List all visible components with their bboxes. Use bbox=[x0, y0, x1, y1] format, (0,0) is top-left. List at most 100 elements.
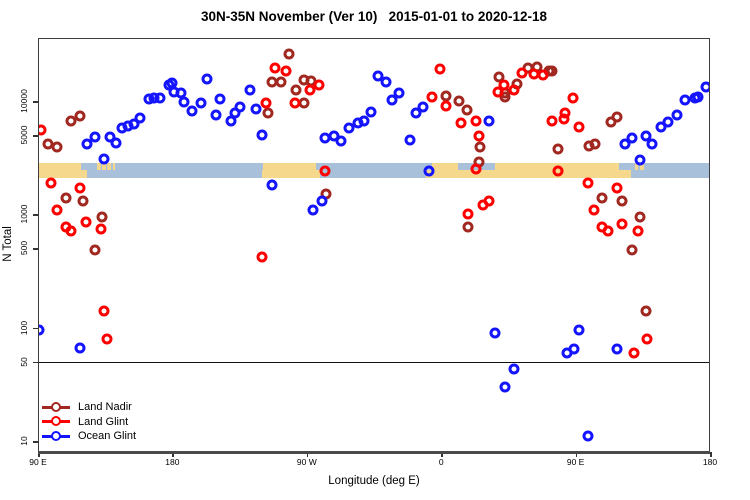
legend-circle bbox=[51, 401, 61, 412]
data-point-land-nadir bbox=[499, 91, 511, 103]
data-point-land-glint bbox=[45, 177, 57, 189]
data-point-ocean-glint bbox=[561, 347, 573, 359]
land-segment bbox=[107, 162, 112, 171]
y-tick-label: 50 bbox=[19, 357, 29, 367]
data-point-land-nadir bbox=[440, 90, 452, 102]
data-point-ocean-glint bbox=[195, 97, 207, 109]
data-point-ocean-glint bbox=[489, 327, 501, 339]
ocean-segment bbox=[618, 162, 635, 171]
y-tick-label: 500 bbox=[19, 241, 29, 256]
land-segment bbox=[426, 170, 631, 178]
x-tick bbox=[710, 452, 712, 457]
data-point-land-glint bbox=[573, 121, 585, 133]
data-point-land-nadir bbox=[552, 143, 564, 155]
data-point-ocean-glint bbox=[319, 132, 331, 144]
x-tick bbox=[306, 452, 309, 457]
data-point-land-glint bbox=[280, 65, 292, 77]
data-point-ocean-glint bbox=[417, 101, 429, 113]
y-tick bbox=[33, 248, 38, 250]
data-point-ocean-glint bbox=[671, 109, 683, 121]
data-point-land-glint bbox=[641, 333, 653, 345]
data-point-land-nadir bbox=[634, 211, 646, 223]
data-point-land-nadir bbox=[60, 192, 72, 204]
data-point-land-glint bbox=[260, 97, 272, 109]
data-point-ocean-glint bbox=[316, 195, 328, 207]
data-point-land-glint bbox=[567, 92, 579, 104]
ocean-segment bbox=[630, 170, 710, 178]
data-point-land-nadir bbox=[74, 110, 86, 122]
data-point-land-nadir bbox=[65, 115, 77, 127]
y-tick bbox=[33, 135, 38, 137]
data-point-land-glint bbox=[434, 63, 446, 75]
land-segment bbox=[432, 162, 458, 171]
data-point-land-glint bbox=[516, 67, 528, 79]
land-segment bbox=[96, 162, 101, 171]
y-tick-label: 10 bbox=[19, 436, 29, 446]
data-point-ocean-glint bbox=[410, 107, 422, 119]
data-point-land-nadir bbox=[462, 221, 474, 233]
data-point-ocean-glint bbox=[210, 109, 222, 121]
legend-circle bbox=[51, 416, 61, 427]
legend-circle bbox=[51, 430, 61, 441]
x-axis-line bbox=[38, 451, 710, 454]
data-point-ocean-glint bbox=[582, 430, 594, 442]
data-point-ocean-glint bbox=[38, 324, 45, 336]
data-point-land-glint bbox=[498, 79, 510, 91]
data-point-ocean-glint bbox=[81, 138, 93, 150]
data-point-land-nadir bbox=[616, 195, 628, 207]
legend-label: Land Nadir bbox=[78, 401, 132, 414]
ocean-segment bbox=[114, 162, 263, 171]
y-tick bbox=[33, 361, 38, 364]
data-point-land-glint bbox=[313, 79, 325, 91]
data-point-land-glint bbox=[470, 163, 482, 175]
x-tick-label: 90 E bbox=[566, 457, 585, 467]
data-point-land-nadir bbox=[96, 211, 108, 223]
data-point-land-glint bbox=[95, 223, 107, 235]
data-point-land-glint bbox=[537, 69, 549, 81]
data-point-ocean-glint bbox=[619, 138, 631, 150]
ocean-segment bbox=[111, 162, 113, 171]
data-point-ocean-glint bbox=[700, 81, 710, 93]
land-segment bbox=[262, 162, 316, 171]
legend: Land Nadir Land Glint Ocean Glint bbox=[42, 400, 136, 444]
data-point-ocean-glint bbox=[98, 153, 110, 165]
data-point-ocean-glint bbox=[343, 122, 355, 134]
data-point-land-glint bbox=[470, 115, 482, 127]
data-point-ocean-glint bbox=[250, 103, 262, 115]
data-point-land-glint bbox=[546, 115, 558, 127]
data-point-land-glint bbox=[588, 204, 600, 216]
data-point-ocean-glint bbox=[178, 96, 190, 108]
legend-item: Land Glint bbox=[42, 415, 136, 430]
land-segment bbox=[639, 162, 644, 171]
data-point-ocean-glint bbox=[74, 342, 86, 354]
data-point-ocean-glint bbox=[646, 138, 658, 150]
data-point-ocean-glint bbox=[611, 343, 623, 355]
ocean-segment bbox=[100, 162, 103, 171]
data-point-land-glint bbox=[51, 204, 63, 216]
data-point-ocean-glint bbox=[234, 101, 246, 113]
data-point-ocean-glint bbox=[573, 324, 585, 336]
x-tick bbox=[441, 452, 443, 457]
data-point-land-glint bbox=[628, 347, 640, 359]
data-point-ocean-glint bbox=[679, 94, 691, 106]
x-tick bbox=[172, 452, 174, 457]
legend-label: Land Glint bbox=[78, 415, 129, 428]
y-axis-label: N Total bbox=[2, 226, 14, 262]
plot-area bbox=[38, 38, 710, 452]
data-point-ocean-glint bbox=[134, 112, 146, 124]
data-point-land-nadir bbox=[51, 141, 63, 153]
legend-marker-icon bbox=[42, 401, 70, 413]
data-point-ocean-glint bbox=[380, 76, 392, 88]
data-point-ocean-glint bbox=[214, 93, 226, 105]
data-point-land-glint bbox=[440, 100, 452, 112]
data-point-ocean-glint bbox=[256, 129, 268, 141]
legend-marker-icon bbox=[42, 430, 70, 442]
data-point-land-glint bbox=[304, 84, 316, 96]
ocean-segment bbox=[638, 162, 640, 171]
data-point-land-glint bbox=[473, 130, 485, 142]
data-point-land-nadir bbox=[283, 48, 295, 60]
x-axis-label: Longitude (deg E) bbox=[328, 475, 420, 487]
ocean-segment bbox=[105, 162, 108, 171]
data-point-ocean-glint bbox=[386, 94, 398, 106]
ocean-segment bbox=[81, 162, 97, 171]
